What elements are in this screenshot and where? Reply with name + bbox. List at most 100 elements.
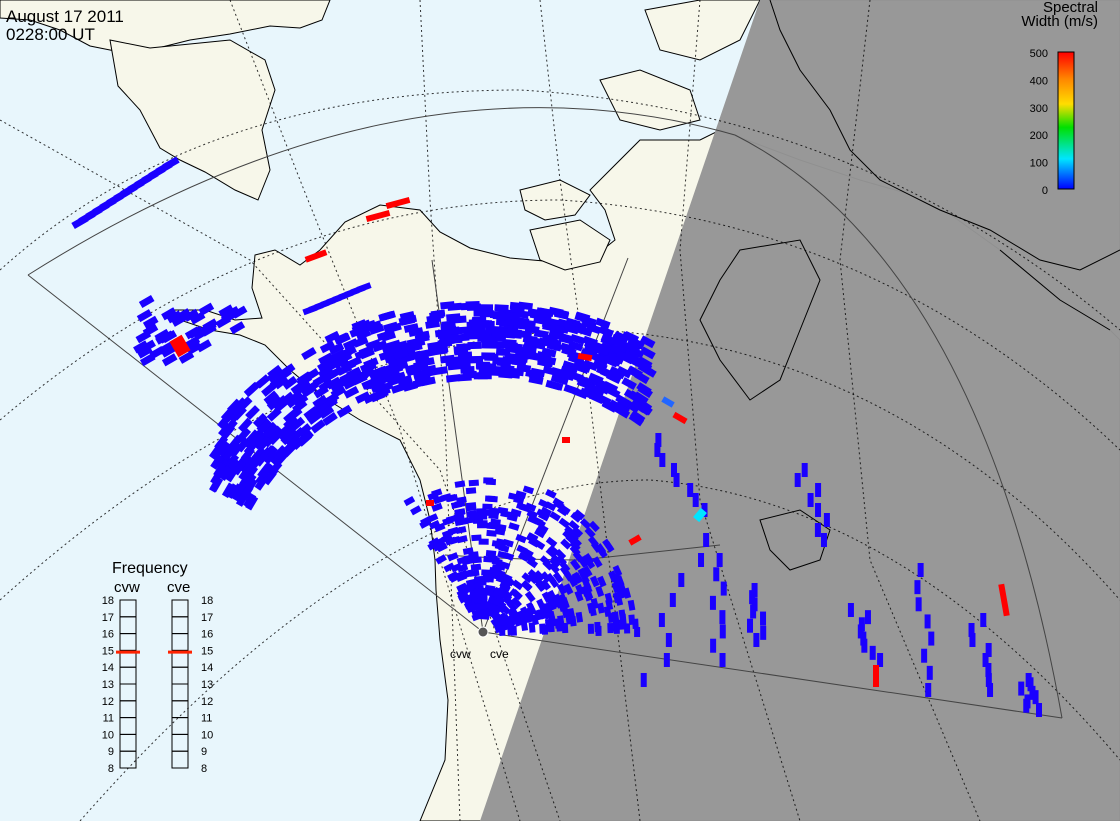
echo-cell — [604, 592, 613, 604]
echo-cell — [507, 330, 523, 339]
echo-cell — [393, 349, 409, 360]
echo-cell — [366, 320, 382, 332]
echo-cell — [1023, 698, 1030, 713]
echo-cell — [552, 593, 563, 606]
echo-cell — [560, 538, 572, 550]
echo-cell — [142, 323, 159, 337]
echo-cell — [487, 495, 498, 503]
echo-cell — [343, 385, 360, 399]
echo-cell — [628, 534, 642, 546]
echo-cell — [496, 358, 512, 367]
echo-cell — [570, 511, 582, 523]
echo-cell — [243, 382, 259, 398]
echo-cell — [582, 388, 599, 401]
echo-cell — [243, 492, 257, 509]
echo-cell — [716, 553, 723, 567]
echo-cell — [454, 518, 466, 527]
echo-cell — [440, 301, 455, 310]
echo-cell — [623, 330, 640, 344]
colorbar-tick-label: 100 — [1030, 158, 1048, 170]
echo-cell — [218, 465, 233, 481]
echo-cell — [319, 340, 336, 354]
echo-cell — [470, 563, 482, 571]
echo-cell — [713, 567, 720, 582]
echo-cell — [550, 330, 566, 341]
echo-cell — [196, 339, 212, 353]
echo-cell — [634, 357, 651, 371]
echo-cell — [491, 540, 503, 548]
echo-cell — [414, 333, 430, 343]
echo-cell — [540, 579, 552, 591]
echo-cell — [873, 665, 879, 687]
echo-cell — [356, 282, 372, 293]
echo-cell — [435, 554, 447, 565]
echo-cell — [678, 573, 685, 587]
frequency-tick-label-cvw: 10 — [102, 729, 114, 741]
echo-cell — [232, 405, 247, 421]
echo-cell — [545, 621, 553, 632]
echo-cell — [563, 323, 580, 335]
echo-cell — [693, 507, 707, 523]
echo-cell — [597, 602, 605, 614]
echo-cell — [968, 623, 975, 637]
echo-cell — [719, 624, 726, 639]
echo-cell — [522, 485, 535, 495]
echo-cell — [485, 326, 500, 335]
frequency-tick-label-cvw: 16 — [102, 629, 114, 641]
echo-cell — [574, 311, 591, 323]
frequency-tick-label-cve: 17 — [201, 612, 213, 624]
echo-cell — [220, 423, 236, 440]
echo-cell — [998, 583, 1010, 617]
echo-cell — [217, 440, 232, 457]
echo-cell — [363, 391, 379, 404]
echo-cell — [536, 598, 546, 611]
echo-cell — [142, 315, 159, 329]
echo-cell — [985, 643, 992, 657]
echo-cell — [355, 391, 371, 404]
echo-cell — [509, 305, 525, 314]
echo-cell — [362, 377, 379, 390]
echo-cell — [589, 575, 600, 588]
echo-cell — [592, 556, 603, 568]
echo-cell — [138, 294, 155, 309]
echo-cell — [488, 596, 501, 606]
frequency-title: Frequency — [112, 560, 188, 577]
echo-cell — [595, 317, 611, 330]
echo-cell — [527, 572, 539, 585]
echo-cell — [914, 580, 921, 595]
echo-cell — [985, 673, 992, 687]
echo-cell — [318, 378, 334, 392]
echo-cell — [184, 326, 201, 340]
echo-cell — [432, 541, 445, 552]
echo-cell — [481, 352, 496, 360]
echo-cell — [553, 374, 569, 386]
echo-cell — [536, 523, 549, 534]
echo-cell — [365, 209, 391, 223]
echo-cell — [658, 613, 665, 627]
echo-cell — [719, 610, 726, 625]
echo-cell — [462, 547, 474, 555]
echo-cell — [634, 626, 641, 637]
echo-cell — [985, 663, 992, 677]
frequency-tick-label-cve: 13 — [201, 679, 213, 691]
echo-cell — [559, 504, 571, 515]
echo-cell — [495, 348, 511, 357]
echo-cell — [603, 541, 615, 553]
echo-cell — [386, 375, 403, 387]
echo-cell — [659, 453, 666, 467]
echo-cell — [597, 575, 607, 588]
frequency-cell — [171, 750, 189, 769]
echo-cell — [304, 367, 320, 382]
echo-cell — [510, 596, 522, 609]
echo-cell — [304, 249, 328, 263]
echo-cell — [556, 583, 567, 595]
echo-cell — [482, 588, 494, 597]
echo-cell — [477, 520, 488, 527]
echo-cell — [546, 341, 562, 352]
echo-cell — [410, 505, 422, 516]
echo-cell — [432, 366, 448, 376]
echo-cell — [589, 605, 597, 617]
echo-cell — [431, 502, 443, 512]
echo-cell — [623, 623, 631, 634]
echo-cell — [440, 354, 455, 364]
